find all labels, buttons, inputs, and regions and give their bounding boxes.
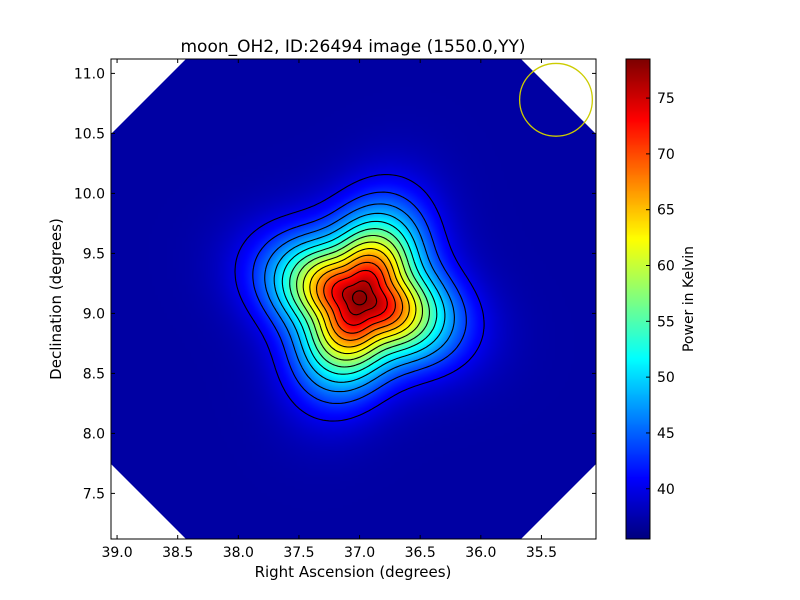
y-tick-label: 10.0 [74,186,105,202]
colorbar: 40 45 50 55 60 65 70 75 Power in Kelvin [625,58,697,540]
x-tick-label: 36.0 [465,545,496,561]
colorbar-ticks: 40 45 50 55 60 65 70 75 [646,91,675,498]
colorbar-tick-label: 50 [657,370,675,386]
colorbar-frame [625,58,651,540]
x-tick-label: 38.0 [223,545,254,561]
x-tick-label: 35.5 [526,545,557,561]
contour-level-61 [302,241,417,355]
contour-level-46 [264,203,455,393]
heatmap-image [111,59,596,539]
contour-level-49 [273,212,446,383]
x-axis-ticks: 39.0 38.5 38.0 37.5 37.0 36.5 36.0 35.5 [101,59,557,561]
contour-lines [234,173,485,422]
y-axis-label: Declination (degrees) [47,218,65,380]
contour-level-55 [289,228,430,368]
colorbar-tick-label: 60 [657,259,675,275]
fov-mask-top-left [111,59,186,134]
colorbar-tick-label: 70 [657,147,675,163]
y-tick-label: 8.5 [83,366,105,382]
contour-level-40 [234,173,485,422]
colorbar-tick-label: 40 [657,482,675,498]
fov-mask-bottom-right [521,464,596,539]
y-tick-label: 10.5 [74,126,105,142]
contour-level-43 [252,191,467,404]
contour-level-73 [331,269,388,326]
contour-level-58 [296,234,424,361]
colorbar-tick-label: 45 [657,426,675,442]
fov-mask-top-right [521,59,596,134]
x-tick-label: 39.0 [101,545,132,561]
markers [111,59,596,539]
fov-mask-bottom-left [111,464,186,539]
y-tick-label: 7.5 [83,486,105,502]
chart-title: moon_OH2, ID:26494 image (1550.0,YY) [180,37,525,57]
colorbar-tick-label: 65 [657,203,675,219]
source-marker-circle [351,290,368,306]
x-tick-label: 37.5 [283,545,314,561]
contour-level-67 [316,254,404,341]
colorbar-label: Power in Kelvin [681,246,697,352]
x-tick-label: 38.5 [162,545,193,561]
contour-level-52 [281,220,438,375]
x-axis-label: Right Ascension (degrees) [255,563,452,581]
plot-frame [110,58,597,540]
colorbar-tick-label: 75 [657,91,675,107]
y-tick-label: 9.0 [83,306,105,322]
beam-circle [518,62,594,137]
contour-level-70 [323,261,396,334]
y-tick-label: 8.0 [83,426,105,442]
y-axis-ticks: 7.5 8.0 8.5 9.0 9.5 10.0 10.5 11.0 [74,66,596,502]
y-tick-label: 9.5 [83,246,105,262]
x-tick-label: 37.0 [344,545,375,561]
x-tick-label: 36.5 [405,545,436,561]
y-tick-label: 11.0 [74,66,105,82]
colorbar-tick-label: 55 [657,314,675,330]
contour-level-76 [341,280,378,316]
contour-level-64 [309,248,410,348]
